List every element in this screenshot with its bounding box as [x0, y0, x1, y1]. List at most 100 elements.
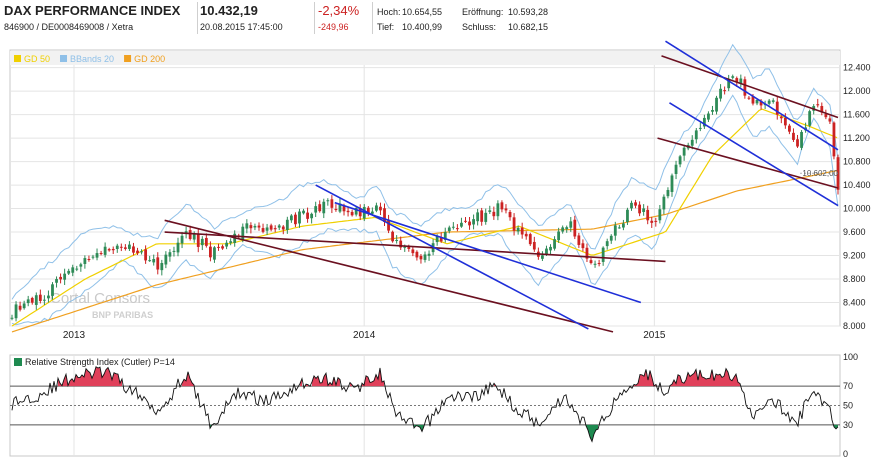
- candle-body: [168, 252, 172, 257]
- legend-swatch: [60, 55, 68, 62]
- low-value: 10.400,99: [402, 22, 443, 32]
- candle-body: [698, 127, 702, 129]
- candle-body: [358, 208, 362, 217]
- candle-body: [366, 207, 370, 214]
- candle-body: [119, 246, 123, 248]
- candle-body: [771, 100, 775, 102]
- candle-body: [225, 242, 228, 247]
- candle-body: [662, 196, 666, 210]
- y-tick-label: 10.000: [843, 204, 871, 214]
- candle-body: [451, 226, 455, 228]
- candle-body: [593, 263, 597, 265]
- legend-swatch: [14, 55, 21, 62]
- candle-body: [204, 237, 208, 246]
- last-value-label: 10.602,00: [802, 169, 838, 178]
- candle-body: [775, 101, 779, 115]
- candle-body: [103, 246, 107, 255]
- candle-body: [172, 250, 176, 252]
- candle-body: [318, 204, 322, 212]
- header-divider: [197, 2, 198, 34]
- candle-body: [346, 210, 350, 213]
- candle-body: [196, 233, 200, 247]
- candle-body: [156, 257, 160, 270]
- candle-body: [128, 244, 131, 249]
- candle-body: [488, 210, 492, 212]
- candle-body: [79, 264, 83, 267]
- candle-body: [557, 231, 561, 241]
- rsi-overbought-area: [182, 371, 194, 387]
- candle-body: [289, 215, 293, 221]
- price-y-axis: 8.000 8.400 8.800 9.200 9.600 10.000 10.400 10.…: [843, 63, 871, 331]
- candle-body: [18, 305, 22, 310]
- y-tick-label: 10.400: [843, 180, 871, 190]
- candle-body: [464, 220, 467, 222]
- trend-line: [665, 40, 839, 151]
- candle-body: [306, 212, 309, 219]
- candle-body: [658, 209, 662, 221]
- legend-label: GD 50: [24, 54, 50, 64]
- candle-body: [569, 221, 573, 228]
- candle-body: [314, 206, 318, 213]
- quote-header: DAX PERFORMANCE INDEX 846900 / DE0008469…: [0, 0, 880, 38]
- legend: GD 50 BBands 20 GD 200: [14, 54, 165, 64]
- y-tick-label: 12.400: [843, 63, 871, 73]
- open-label: Eröffnung:: [462, 7, 504, 17]
- candle-body: [370, 211, 374, 214]
- candle-body: [496, 203, 500, 217]
- high-value: 10.654,55: [402, 7, 443, 17]
- candle-body: [751, 96, 755, 104]
- candle-body: [188, 230, 192, 239]
- bband-upper: [11, 43, 839, 300]
- candle-body: [144, 249, 148, 261]
- candle-body: [209, 246, 212, 258]
- candle-body: [391, 231, 395, 242]
- candle-body: [71, 267, 75, 273]
- candle-body: [67, 270, 71, 274]
- candle-body: [472, 219, 475, 225]
- trend-line: [164, 219, 614, 333]
- header-divider: [372, 2, 373, 34]
- x-tick-label: 2013: [63, 330, 86, 341]
- x-axis: 2013 2014 2015: [63, 330, 666, 341]
- candle-body: [788, 125, 791, 132]
- bollinger-bands: [11, 43, 839, 326]
- rsi-y-tick-label: 0: [843, 449, 848, 459]
- candle-body: [516, 227, 520, 232]
- rsi-y-tick-label: 30: [843, 420, 853, 430]
- rsi-overbought-area: [312, 373, 340, 387]
- rsi-panel: Relative Strength Index (Cutler) P=14 0 30…: [10, 352, 858, 459]
- candle-body: [589, 260, 593, 264]
- candle-body: [257, 225, 261, 228]
- candle-body: [707, 113, 710, 120]
- candle-body: [160, 263, 164, 271]
- trend-channels: [164, 40, 839, 333]
- candle-body: [808, 111, 812, 126]
- candle-body: [415, 251, 419, 258]
- x-tick-label: 2014: [353, 330, 376, 341]
- candle-body: [375, 205, 378, 211]
- candle-body: [731, 76, 735, 78]
- candle-body: [217, 246, 220, 248]
- candle-body: [26, 299, 30, 304]
- candle-body: [528, 234, 532, 245]
- candle-body: [638, 204, 641, 214]
- candle-body: [743, 79, 747, 96]
- y-tick-label: 9.200: [843, 251, 866, 261]
- candle-body: [83, 258, 87, 264]
- last-value-marker: 10.602,00: [800, 169, 840, 178]
- watermark-line1: Cortal Consors: [50, 290, 150, 307]
- candle-body: [711, 109, 714, 112]
- rsi-panel-frame: [9, 354, 841, 457]
- candle-body: [565, 227, 569, 230]
- x-tick-label: 2015: [643, 330, 666, 341]
- candle-body: [779, 116, 783, 119]
- gd200-line: [11, 170, 838, 333]
- candle-body: [735, 78, 739, 83]
- candle-body: [115, 245, 119, 250]
- candle-body: [654, 220, 658, 222]
- rsi-overbought-area: [670, 368, 740, 387]
- trend-line: [315, 184, 589, 330]
- candle-body: [694, 130, 698, 140]
- rsi-line: [11, 366, 839, 443]
- candle-body: [249, 225, 253, 229]
